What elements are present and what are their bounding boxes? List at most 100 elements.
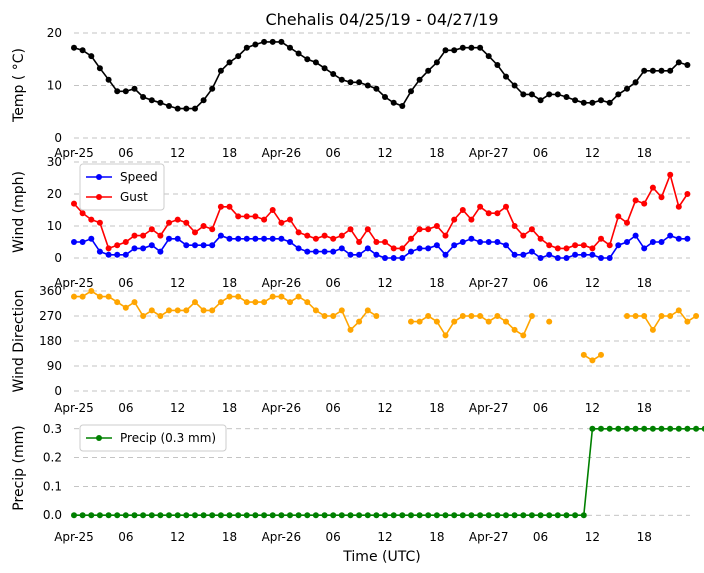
y-tick-label: 0.3 xyxy=(43,422,62,436)
data-point xyxy=(71,239,77,245)
data-point xyxy=(330,512,337,519)
data-point xyxy=(632,313,639,319)
data-point xyxy=(304,512,311,519)
x-tick-label: 18 xyxy=(637,401,652,415)
data-point xyxy=(226,293,233,300)
data-point xyxy=(528,248,535,255)
data-point xyxy=(451,242,458,249)
data-point xyxy=(667,313,674,319)
x-tick-label: Apr-27 xyxy=(469,276,509,290)
data-point xyxy=(598,235,604,242)
data-point xyxy=(606,242,613,249)
data-point xyxy=(606,255,613,261)
data-point xyxy=(157,313,164,319)
data-point xyxy=(88,53,95,60)
x-tick-label: 18 xyxy=(429,276,444,290)
data-point xyxy=(649,239,656,245)
data-point xyxy=(624,239,630,245)
x-tick-label: 06 xyxy=(326,146,341,160)
data-point xyxy=(174,235,181,242)
data-point xyxy=(140,94,147,100)
data-point xyxy=(347,512,354,519)
data-point xyxy=(140,232,147,239)
data-point xyxy=(217,203,224,210)
data-point xyxy=(598,97,604,104)
data-point xyxy=(200,242,207,249)
x-tick-label: 18 xyxy=(222,146,237,160)
data-point xyxy=(624,85,630,92)
x-tick-label: 06 xyxy=(118,530,133,544)
data-point xyxy=(589,245,596,252)
data-point xyxy=(338,76,345,83)
y-axis-label: Temp ( °C) xyxy=(11,48,27,123)
data-point xyxy=(425,226,432,233)
data-point xyxy=(572,251,579,258)
series-line-direction xyxy=(74,290,377,332)
data-point xyxy=(390,255,397,261)
data-point xyxy=(433,512,440,519)
data-point xyxy=(330,248,337,255)
data-point xyxy=(235,293,242,300)
data-point xyxy=(114,242,121,249)
data-point xyxy=(641,67,648,74)
data-point xyxy=(658,313,665,319)
data-point xyxy=(580,251,587,258)
data-point xyxy=(624,219,630,226)
data-point xyxy=(96,293,103,300)
data-point xyxy=(287,512,293,519)
data-point xyxy=(131,512,138,519)
data-point xyxy=(485,512,492,519)
data-point xyxy=(477,512,484,519)
data-point xyxy=(511,512,518,519)
data-point xyxy=(330,71,337,77)
data-point xyxy=(122,304,129,311)
data-point xyxy=(563,512,570,519)
data-point xyxy=(684,62,691,68)
data-point xyxy=(494,512,501,519)
data-point xyxy=(269,512,276,519)
data-point xyxy=(658,194,665,201)
y-axis-label: Precip (mm) xyxy=(11,425,27,510)
x-tick-label: 12 xyxy=(377,146,392,160)
data-point xyxy=(468,235,475,242)
x-tick-label: 18 xyxy=(637,530,652,544)
data-point xyxy=(148,512,155,519)
data-point xyxy=(503,318,509,325)
data-point xyxy=(563,245,570,252)
data-point xyxy=(96,248,103,255)
data-point xyxy=(347,251,354,258)
data-point xyxy=(295,50,302,57)
data-point xyxy=(278,512,285,519)
data-point xyxy=(624,425,630,432)
data-point xyxy=(598,255,604,261)
x-tick-label: 12 xyxy=(585,401,600,415)
data-point xyxy=(511,326,518,333)
data-point xyxy=(399,245,406,252)
data-point xyxy=(226,512,233,519)
data-point xyxy=(148,97,155,104)
data-point xyxy=(546,91,553,98)
data-point xyxy=(408,235,414,242)
data-point xyxy=(390,512,397,519)
x-tick-label: Apr-25 xyxy=(54,146,94,160)
data-point xyxy=(338,512,345,519)
data-point xyxy=(200,307,207,314)
data-point xyxy=(105,76,112,83)
data-point xyxy=(433,242,440,249)
data-point xyxy=(416,245,423,252)
data-point xyxy=(209,242,216,249)
data-point xyxy=(114,512,121,519)
data-point xyxy=(295,229,302,236)
data-point xyxy=(485,53,492,60)
x-tick-label: 18 xyxy=(222,530,237,544)
panel-wind: 0 10 20 30 Wind (mph) Apr-25 06 12 18 Apr-26 06 12 1… xyxy=(11,155,691,290)
data-point xyxy=(261,235,268,242)
data-point xyxy=(675,59,682,66)
data-point xyxy=(399,255,406,261)
data-point xyxy=(589,425,596,432)
data-point xyxy=(563,255,570,261)
data-point xyxy=(589,251,596,258)
data-point xyxy=(192,229,198,236)
panel-precip: 0.0 0.1 0.2 0.3 Precip (mm) Apr-25 06 12 18 Apr-2… xyxy=(11,422,704,544)
data-point xyxy=(451,318,458,325)
